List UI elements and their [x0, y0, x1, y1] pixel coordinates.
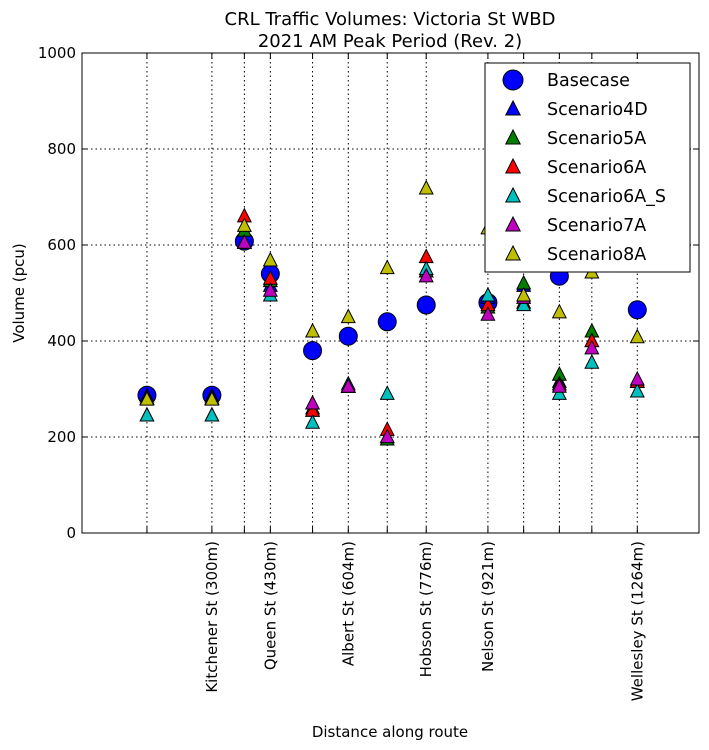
- point-scenario8a: [262, 251, 278, 267]
- chart-title-line-2: 2021 AM Peak Period (Rev. 2): [258, 31, 522, 52]
- point-scenario6a-s: [584, 354, 600, 369]
- point-scenario6a-s: [304, 414, 321, 429]
- point-scenario8a: [629, 328, 645, 344]
- x-tick-label: Nelson St (921m): [479, 541, 497, 672]
- point-scenario8a: [418, 179, 434, 195]
- y-axis-label: Volume (pcu): [10, 243, 28, 343]
- point-scenario8a: [551, 303, 567, 319]
- point-scenario7a: [262, 282, 278, 297]
- legend-marker-scenario8a: [504, 244, 522, 261]
- y-tick-label: 400: [47, 332, 76, 350]
- x-axis-label: Distance along route: [312, 723, 468, 741]
- point-scenario6a-s: [379, 385, 395, 400]
- point-scenario7a: [418, 267, 434, 283]
- x-axis-ticks: Kitchener St (300m) Queen St (430m) Albert…: [146, 53, 646, 701]
- point-scenario7a: [379, 428, 395, 444]
- point-scenario7a: [236, 234, 252, 249]
- point-basecase: [627, 300, 647, 320]
- point-scenario7a: [340, 378, 356, 393]
- legend-box: [484, 62, 691, 273]
- plot-area-frame: [81, 52, 700, 534]
- x-tick-label: Hobson St (776m): [417, 541, 435, 677]
- legend-marker-scenario7a: [504, 215, 522, 232]
- point-scenario8a: [340, 308, 356, 324]
- y-tick-label: 600: [47, 236, 76, 254]
- y-tick-label: 200: [47, 428, 76, 446]
- point-basecase: [303, 341, 323, 361]
- legend-label-scenario7a: Scenario7A: [547, 216, 646, 236]
- point-scenario8a: [516, 286, 532, 302]
- point-scenario8a: [139, 390, 155, 406]
- y-tick-label: 0: [66, 524, 76, 542]
- point-scenario6a-s: [204, 406, 220, 422]
- x-tick-label: Wellesley St (1264m): [628, 541, 646, 701]
- point-scenario7a: [629, 370, 645, 386]
- legend-label-scenario8a: Scenario8A: [547, 245, 646, 265]
- x-tick-label: Albert St (604m): [339, 541, 357, 666]
- point-scenario7a: [480, 306, 496, 321]
- point-basecase: [377, 312, 397, 332]
- point-basecase: [416, 295, 436, 315]
- chart-title-line-1: CRL Traffic Volumes: Victoria St WBD: [225, 9, 556, 30]
- x-tick-label: Kitchener St (300m): [203, 541, 221, 693]
- y-tick-label: 1000: [38, 44, 76, 62]
- point-scenario6a-s: [480, 286, 496, 302]
- legend: Basecase Scenario4D Scenario5A Scenario6A Sc…: [484, 62, 691, 273]
- point-scenario8a: [236, 217, 252, 232]
- y-tick-label: 800: [47, 140, 76, 158]
- point-scenario8a: [379, 259, 395, 275]
- legend-label-scenario4d: Scenario4D: [547, 100, 648, 120]
- point-scenario6a-s: [551, 385, 567, 400]
- point-scenario7a: [584, 339, 600, 355]
- legend-label-basecase: Basecase: [547, 71, 630, 91]
- legend-label-scenario6a: Scenario6A: [547, 158, 646, 178]
- x-tick-label: Queen St (430m): [261, 541, 279, 670]
- legend-marker-scenario6a: [504, 157, 522, 174]
- legend-marker-scenario4d: [504, 99, 522, 116]
- point-scenario8a: [304, 322, 321, 338]
- point-scenario6a-s: [629, 382, 645, 398]
- legend-marker-scenario6a-s: [504, 186, 522, 203]
- point-scenario6a-s: [516, 296, 532, 312]
- point-basecase: [338, 326, 358, 346]
- point-scenario6a-s: [139, 406, 155, 422]
- legend-label-scenario5a: Scenario5A: [547, 129, 646, 149]
- legend-marker-basecase: [502, 69, 524, 91]
- y-axis-ticks: 0 200 400 600 800 1000: [38, 44, 699, 542]
- point-scenario7a: [304, 394, 321, 410]
- point-scenario7a: [551, 378, 567, 393]
- legend-label-scenario6a-s: Scenario6A_S: [547, 187, 666, 207]
- legend-marker-scenario5a: [504, 128, 522, 145]
- point-scenario8a: [204, 390, 220, 406]
